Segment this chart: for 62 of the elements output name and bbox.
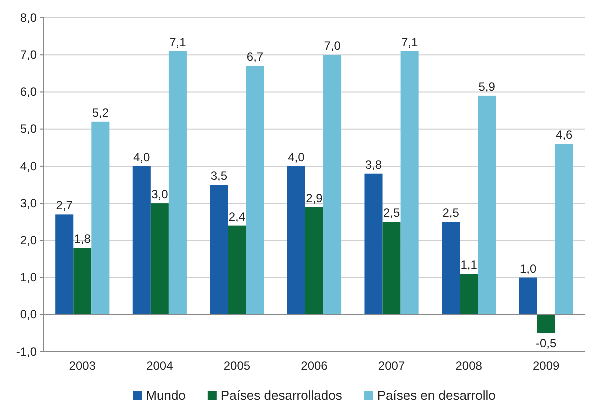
bar (537, 314, 556, 334)
bar (168, 51, 187, 315)
legend-label: Mundo (146, 388, 186, 403)
y-tick-label: 8,0 (20, 10, 38, 25)
data-label: 7,1 (170, 35, 187, 50)
bar (228, 226, 246, 315)
bar (287, 166, 306, 315)
x-tick-label: 2003 (69, 359, 96, 373)
bar (478, 96, 496, 315)
bar (132, 166, 151, 315)
bar (324, 55, 342, 315)
y-tick-label: -1,0 (16, 344, 38, 359)
y-tick-label: 5,0 (20, 122, 38, 136)
x-tick-label: 2009 (533, 359, 560, 373)
x-tick-label: 2005 (224, 359, 251, 373)
bar (150, 204, 169, 315)
y-tick-label: 0,0 (20, 308, 38, 322)
legend-label: Países desarrollados (220, 388, 343, 403)
bar (74, 248, 92, 315)
data-label: 3,8 (365, 158, 382, 172)
data-label: 2,4 (228, 210, 246, 224)
data-label: 4,0 (134, 150, 151, 164)
data-label: 5,9 (478, 80, 496, 94)
bar (364, 174, 383, 315)
data-label: 2,5 (383, 206, 400, 220)
data-label: 4,0 (288, 150, 306, 164)
legend-label: Países en desarrollo (377, 388, 496, 403)
bar (460, 274, 478, 315)
bar (400, 51, 419, 315)
y-tick-label: 3,0 (20, 196, 38, 210)
y-tick-label: 2,0 (20, 234, 38, 248)
bar (92, 122, 110, 315)
bar (519, 278, 538, 315)
data-label: 6,7 (246, 50, 264, 64)
x-tick-label: 2008 (456, 359, 483, 373)
y-tick-label: 6,0 (20, 85, 38, 100)
data-label: 4,6 (556, 128, 574, 142)
data-label: 3,5 (210, 169, 228, 183)
data-label: 2,9 (306, 191, 324, 206)
data-label: 1,0 (520, 262, 537, 276)
bar (246, 66, 264, 315)
x-tick-label: 2007 (378, 359, 406, 373)
bar (210, 185, 228, 315)
data-label: 1,1 (460, 258, 478, 272)
data-label: 2,7 (56, 198, 74, 213)
y-tick-label: 7,0 (20, 48, 38, 62)
bar (56, 214, 74, 315)
data-label: 1,8 (74, 232, 92, 246)
bar (305, 207, 324, 315)
y-tick-label: 1,0 (20, 270, 38, 285)
x-tick-label: 2004 (146, 359, 174, 373)
bar (442, 222, 460, 315)
bar (382, 222, 401, 315)
bar (555, 144, 574, 315)
data-label: 7,1 (401, 35, 418, 50)
data-label: 5,2 (92, 106, 110, 120)
x-tick-label: 2006 (301, 359, 328, 373)
data-label: -0,5 (536, 336, 558, 350)
data-label: 3,0 (152, 188, 169, 202)
data-label: 2,5 (442, 206, 460, 220)
data-label: 7,0 (324, 39, 342, 54)
y-tick-label: 4,0 (20, 159, 38, 174)
